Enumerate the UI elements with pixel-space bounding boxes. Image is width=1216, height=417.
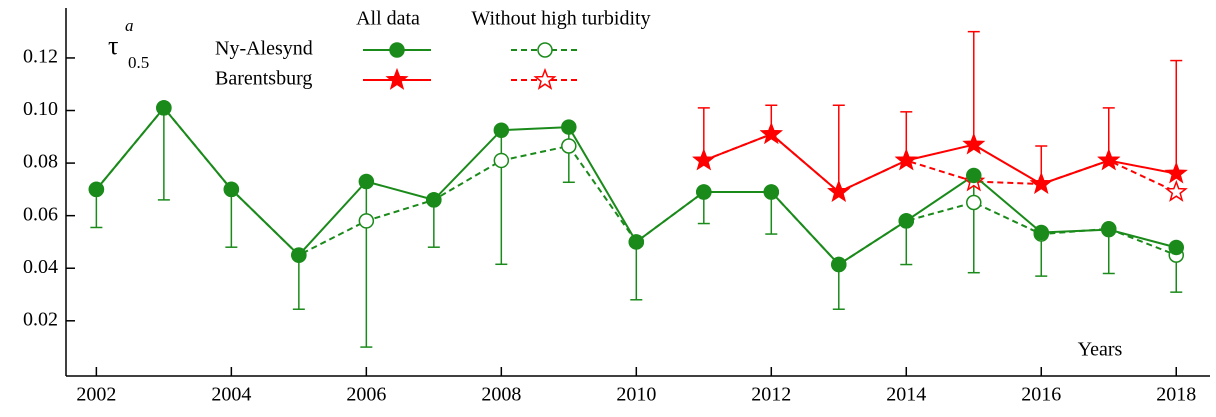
x-tick-label: 2010 — [616, 384, 656, 406]
circle-marker — [696, 184, 712, 200]
y-tick-label: 0.12 — [23, 46, 58, 68]
circle-marker — [1101, 221, 1117, 238]
star-marker — [533, 67, 557, 90]
circle-marker — [537, 42, 553, 58]
circle-marker — [291, 247, 307, 263]
y-tick-label: 0.02 — [23, 308, 58, 330]
star-marker — [1029, 171, 1053, 194]
circle-marker — [426, 192, 442, 208]
x-tick-label: 2008 — [481, 384, 521, 406]
legend-row: Barentsburg — [215, 68, 312, 90]
star-marker — [1164, 161, 1188, 184]
star-marker — [759, 122, 783, 145]
circle-marker — [1033, 224, 1050, 241]
star-marker — [894, 148, 918, 171]
legend-column: All data — [356, 8, 420, 30]
circle-marker — [561, 138, 577, 154]
circle-marker — [966, 167, 982, 184]
star-marker — [385, 67, 409, 90]
circle-marker — [389, 42, 405, 58]
circle-marker — [493, 122, 510, 138]
x-tick-label: 2002 — [76, 384, 116, 406]
x-tick-label: 2004 — [211, 384, 251, 406]
circle-marker — [358, 213, 375, 229]
circle-marker — [628, 234, 645, 250]
circle-marker — [88, 181, 105, 198]
circle-marker — [763, 184, 780, 200]
x-tick-label: 2014 — [886, 384, 926, 406]
y-axis-symbol: τ — [108, 31, 118, 60]
star-marker — [692, 148, 716, 171]
circle-marker — [156, 100, 172, 116]
circle-marker — [831, 256, 847, 273]
star-marker — [1164, 179, 1188, 202]
y-tick-label: 0.04 — [23, 256, 58, 278]
y-axis-sup: a — [125, 16, 134, 35]
y-tick-label: 0.10 — [23, 98, 58, 120]
star-marker — [962, 132, 986, 155]
y-tick-label: 0.08 — [23, 151, 58, 173]
star-marker — [1097, 148, 1121, 171]
legend-column: Without high turbidity — [471, 8, 650, 30]
legend-row: Ny-Alesynd — [215, 38, 313, 60]
circle-marker — [493, 152, 510, 169]
x-axis-label: Years — [1078, 339, 1123, 361]
x-tick-label: 2012 — [751, 384, 791, 406]
star-marker — [827, 179, 851, 202]
circle-marker — [1168, 239, 1185, 256]
y-tick-label: 0.06 — [23, 203, 58, 225]
circle-marker — [561, 119, 577, 135]
circle-marker — [358, 173, 375, 190]
circle-marker — [966, 194, 982, 211]
x-tick-label: 2016 — [1021, 384, 1061, 406]
series-line — [703, 133, 1177, 194]
circle-marker — [223, 181, 240, 198]
x-tick-label: 2006 — [346, 384, 386, 406]
circle-marker — [898, 213, 915, 229]
x-tick-label: 2018 — [1156, 384, 1196, 406]
y-axis-sub: 0.5 — [128, 53, 149, 72]
